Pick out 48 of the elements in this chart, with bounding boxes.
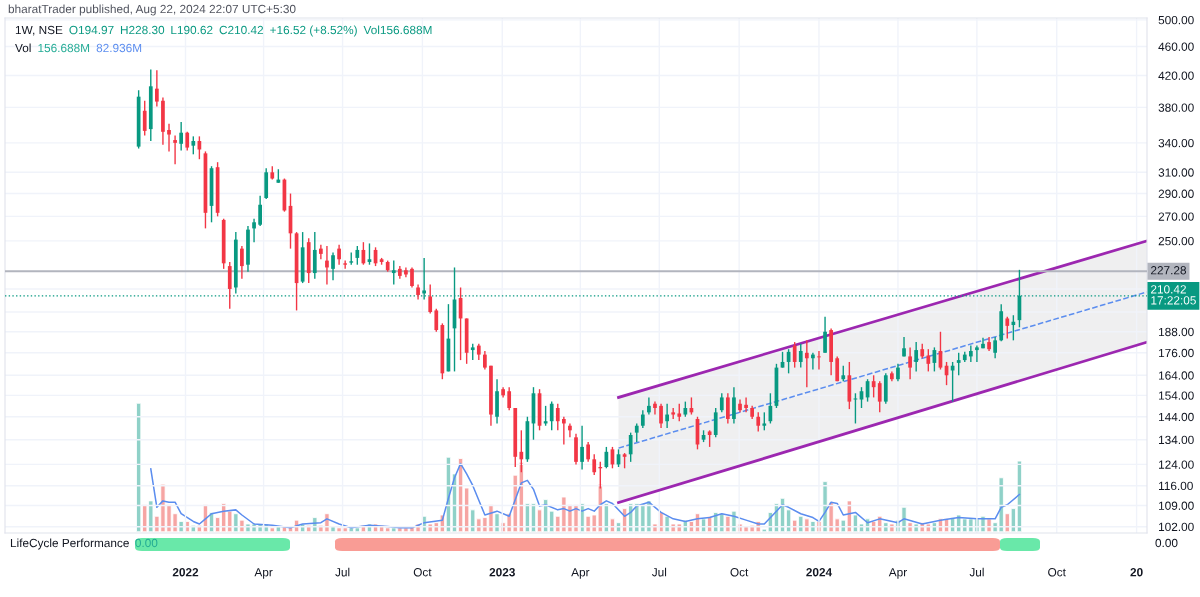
y-tick-label: 270.00 — [1158, 212, 1194, 221]
text: 1W, NSE — [15, 25, 63, 36]
y-tick-label: 102.00 — [1159, 522, 1194, 532]
x-tick-label: Oct — [413, 568, 432, 577]
annotation: L190.62 — [171, 25, 213, 35]
y-tick-label: 154.00 — [1159, 391, 1194, 400]
annotation: 156.688M — [38, 43, 90, 53]
x-tick-label: Jul — [969, 567, 984, 577]
y-tick-label: 144.00 — [1159, 412, 1194, 422]
text: bharatTrader published, Aug 22, 2024 22:07 UTC+5:30 — [8, 4, 296, 16]
ref-line-label: 210.42 17:22:05 — [1151, 285, 1196, 305]
text: 0.00 — [135, 538, 158, 548]
x-tick-label: 2023 — [489, 568, 515, 577]
y-tick-label: 500.00 — [1158, 15, 1194, 25]
x-tick-label: Jul — [651, 567, 667, 577]
x-tick-label: Apr — [254, 568, 273, 579]
x-tick-label: 2022 — [172, 568, 199, 577]
chart-title: Vol — [15, 43, 31, 53]
y-tick-label: 134.00 — [1159, 435, 1194, 445]
x-tick-label: 2024 — [806, 568, 833, 577]
y-tick-label: 340.00 — [1158, 138, 1194, 148]
y-tick-label: 116.00 — [1159, 481, 1193, 491]
annotation: 82.936M — [96, 43, 142, 53]
y-tick-label: 109.00 — [1159, 501, 1194, 510]
annotation: C210.42 — [219, 25, 264, 35]
text: LifeCycle Performance — [10, 538, 129, 550]
x-tick-label: Jul — [335, 567, 350, 577]
y-tick-label: 290.00 — [1158, 189, 1194, 198]
y-tick-label: 176.00 — [1159, 348, 1194, 358]
text: 0.00 — [1155, 538, 1178, 548]
x-tick-label: Apr — [571, 568, 590, 579]
y-tick-label: 420.00 — [1158, 71, 1194, 80]
annotation: O194.97 — [69, 25, 114, 35]
x-tick-label: 20 — [1130, 568, 1143, 577]
y-tick-label: 250.00 — [1158, 236, 1194, 246]
x-tick-label: Oct — [1048, 568, 1066, 577]
y-tick-label: 188.00 — [1159, 327, 1194, 337]
annotation: H228.30 — [120, 25, 165, 35]
x-tick-label: Oct — [730, 568, 749, 577]
y-tick-label: 164.00 — [1159, 371, 1194, 380]
y-tick-label: 310.00 — [1158, 168, 1194, 177]
y-tick-label: 460.00 — [1158, 42, 1194, 51]
annotation: +16.52 (+8.52%) — [270, 25, 357, 37]
ref-line-label: 227.28 — [1151, 266, 1187, 275]
x-tick-label: Apr — [888, 568, 907, 579]
y-tick-label: 380.00 — [1158, 103, 1194, 112]
annotation: Vol156.688M — [363, 25, 432, 35]
y-tick-label: 124.00 — [1159, 460, 1194, 469]
